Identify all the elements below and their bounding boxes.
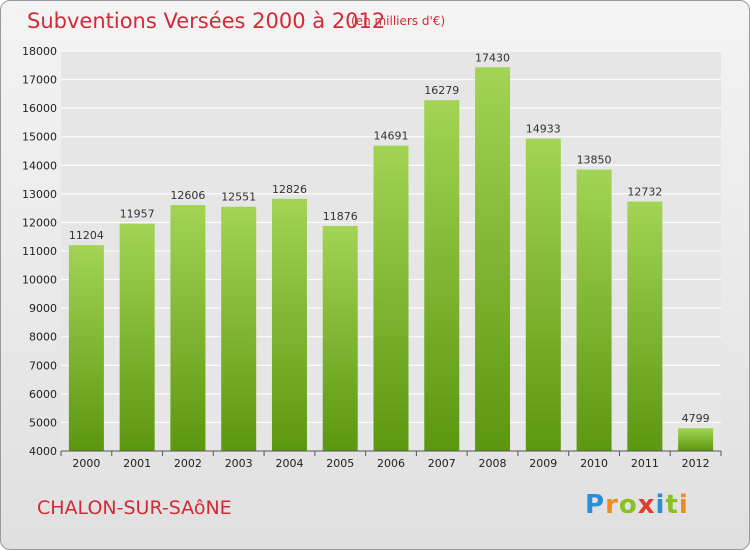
data-label: 17430 xyxy=(475,51,510,64)
chart-subtitle: (en milliers d'€) xyxy=(351,14,446,28)
proxiti-logo: Proxiti xyxy=(585,490,689,520)
y-tick-label: 9000 xyxy=(29,302,57,315)
data-label: 11876 xyxy=(323,210,358,223)
data-label: 12826 xyxy=(272,183,307,196)
y-tick-label: 18000 xyxy=(22,45,57,58)
data-label: 11204 xyxy=(69,229,104,242)
y-tick-label: 4000 xyxy=(29,445,57,458)
y-tick-label: 15000 xyxy=(22,131,57,144)
y-tick-label: 17000 xyxy=(22,74,57,87)
bar xyxy=(576,169,612,452)
bar xyxy=(322,225,358,451)
y-tick-label: 13000 xyxy=(22,188,57,201)
data-label: 11957 xyxy=(120,208,155,221)
x-tick-label: 2010 xyxy=(580,457,608,470)
bar xyxy=(170,205,206,451)
x-tick-label: 2007 xyxy=(428,457,456,470)
data-label: 14691 xyxy=(374,130,409,143)
x-tick-label: 2012 xyxy=(682,457,710,470)
bar xyxy=(424,100,460,452)
y-tick-label: 6000 xyxy=(29,388,57,401)
data-label: 13850 xyxy=(577,154,612,167)
data-label: 12606 xyxy=(170,189,205,202)
y-tick-label: 11000 xyxy=(22,245,57,258)
bar xyxy=(119,223,155,451)
x-tick-label: 2001 xyxy=(123,457,151,470)
bar xyxy=(221,206,257,451)
bar xyxy=(373,145,409,452)
y-tick-label: 14000 xyxy=(22,159,57,172)
chart-title: Subventions Versées 2000 à 2012 xyxy=(27,9,386,33)
bar xyxy=(475,67,511,452)
x-tick-label: 2009 xyxy=(529,457,557,470)
data-label: 12551 xyxy=(221,191,256,204)
bar xyxy=(525,138,561,451)
y-tick-label: 10000 xyxy=(22,274,57,287)
bar xyxy=(678,428,714,451)
y-tick-label: 7000 xyxy=(29,359,57,372)
y-tick-label: 8000 xyxy=(29,331,57,344)
city-name: CHALON-SUR-SAôNE xyxy=(37,497,232,519)
data-label: 14933 xyxy=(526,123,561,136)
x-tick-label: 2003 xyxy=(225,457,253,470)
y-tick-label: 5000 xyxy=(29,416,57,429)
bar xyxy=(68,245,104,451)
data-label: 16279 xyxy=(424,84,459,97)
y-tick-label: 12000 xyxy=(22,216,57,229)
bar xyxy=(627,201,663,451)
x-tick-label: 2002 xyxy=(174,457,202,470)
x-tick-label: 2000 xyxy=(72,457,100,470)
x-tick-label: 2005 xyxy=(326,457,354,470)
data-label: 12732 xyxy=(627,186,662,199)
x-tick-label: 2004 xyxy=(275,457,303,470)
x-tick-label: 2011 xyxy=(631,457,659,470)
y-tick-label: 16000 xyxy=(22,102,57,115)
bar xyxy=(271,198,307,451)
x-tick-label: 2008 xyxy=(479,457,507,470)
x-tick-label: 2006 xyxy=(377,457,405,470)
data-label: 4799 xyxy=(682,412,710,425)
